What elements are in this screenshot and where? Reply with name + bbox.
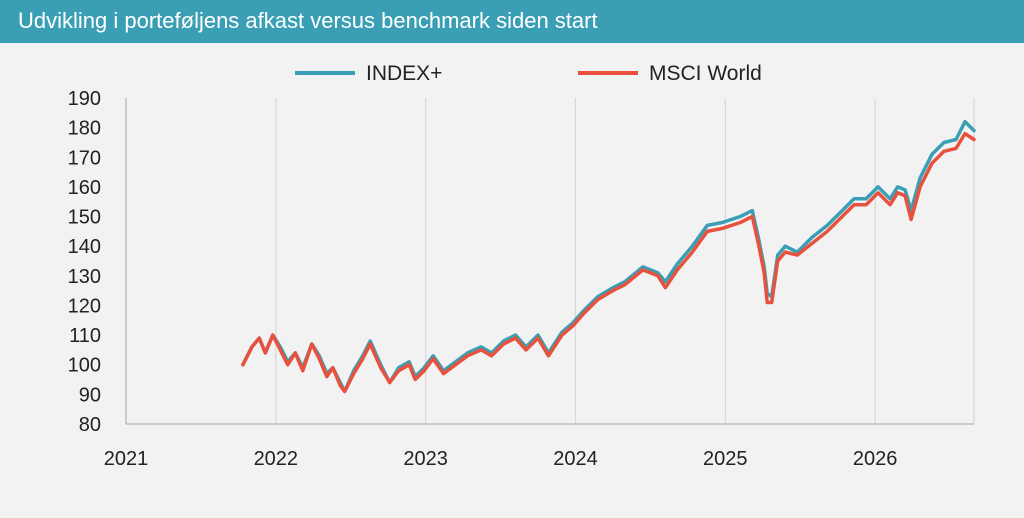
y-tick-label: 140 <box>68 236 101 258</box>
x-tick-label: 2021 <box>104 448 149 470</box>
chart-title: Udvikling i porteføljens afkast versus b… <box>18 8 598 33</box>
y-tick-label: 160 <box>68 177 101 199</box>
y-tick-label: 130 <box>68 266 101 288</box>
legend-item: MSCI World <box>578 62 762 85</box>
series-layer <box>241 119 976 394</box>
y-tick-label: 170 <box>68 147 101 169</box>
axis-layer: 80 90 100 110 120 130 140 150 160 170 180 190 2021 20… <box>68 88 898 470</box>
y-tick-label: 150 <box>68 207 101 229</box>
x-tick-label: 2026 <box>853 448 898 470</box>
y-tick-label: 100 <box>68 355 101 377</box>
legend: INDEX+ MSCI World <box>295 62 762 85</box>
legend-item: INDEX+ <box>295 62 442 85</box>
y-tick-label: 180 <box>68 118 101 140</box>
grid-layer <box>125 98 975 425</box>
y-tick-label: 90 <box>79 384 101 406</box>
y-tick-label: 190 <box>68 88 101 110</box>
y-tick-label: 120 <box>68 295 101 317</box>
y-tick-label: 80 <box>79 414 101 436</box>
series-line-index-plus <box>241 119 976 394</box>
line-chart: 80 90 100 110 120 130 140 150 160 170 180 190 2021 20… <box>68 62 976 470</box>
legend-label: MSCI World <box>649 62 762 85</box>
y-tick-label: 110 <box>69 325 101 347</box>
chart-header-bar: Udvikling i porteføljens afkast versus b… <box>0 0 1024 43</box>
series-line-msci-world <box>241 131 976 394</box>
legend-label: INDEX+ <box>366 62 442 85</box>
x-tick-label: 2023 <box>403 448 448 470</box>
x-tick-label: 2025 <box>703 448 748 470</box>
x-tick-label: 2024 <box>553 448 598 470</box>
x-tick-label: 2022 <box>254 448 299 470</box>
